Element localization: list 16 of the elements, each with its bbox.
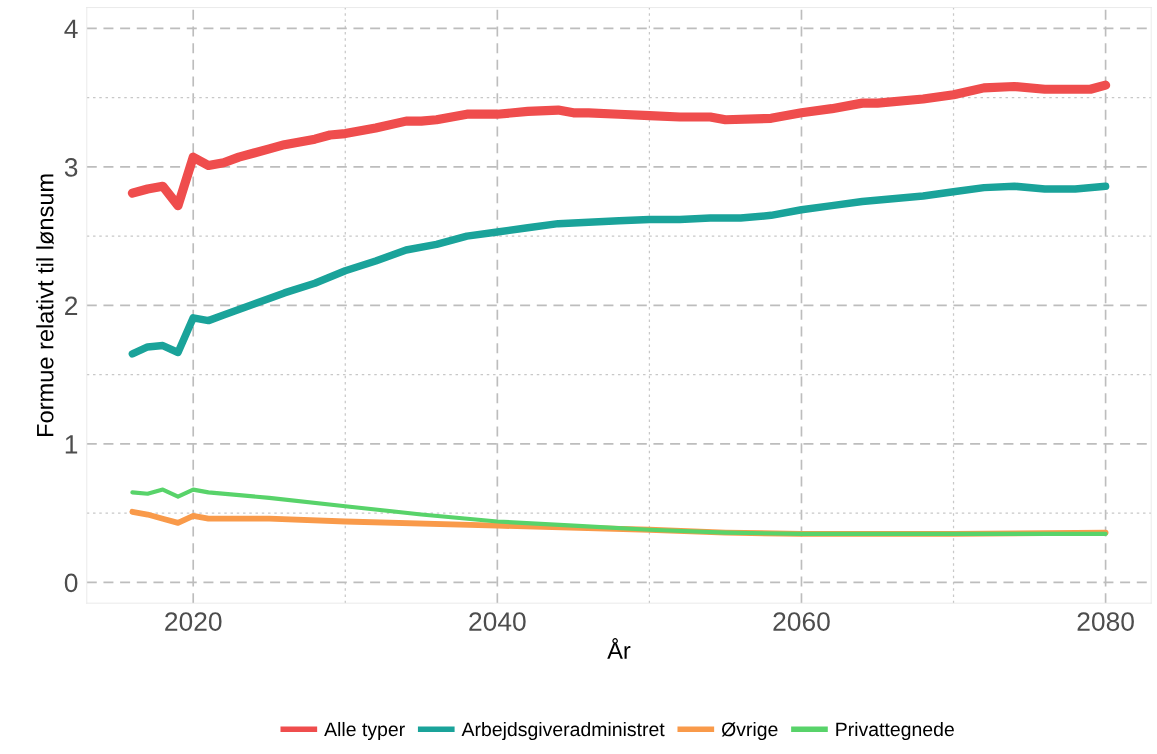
legend-label: Øvrige bbox=[721, 721, 778, 741]
y-tick-label: 4 bbox=[64, 19, 78, 38]
y-axis-title: Formue relativt til lønsum bbox=[36, 174, 54, 436]
x-axis-title: År bbox=[607, 638, 631, 659]
y-tick-label: 2 bbox=[65, 296, 78, 315]
x-tick-label: 2060 bbox=[773, 612, 830, 631]
line-series bbox=[130, 487, 1108, 537]
y-tick-label: 0 bbox=[64, 573, 78, 593]
legend-label: Alle typer bbox=[324, 721, 405, 741]
legend-label: Privattegnede bbox=[836, 721, 954, 741]
legend-label: Arbejdsgiveradministret bbox=[461, 721, 665, 741]
x-tick-label: 2040 bbox=[469, 612, 526, 631]
y-tick-label: 3 bbox=[64, 157, 78, 177]
x-tick-label: 2020 bbox=[165, 612, 222, 631]
y-tick-label: 1 bbox=[65, 435, 78, 454]
x-tick-label: 2080 bbox=[1077, 612, 1134, 631]
